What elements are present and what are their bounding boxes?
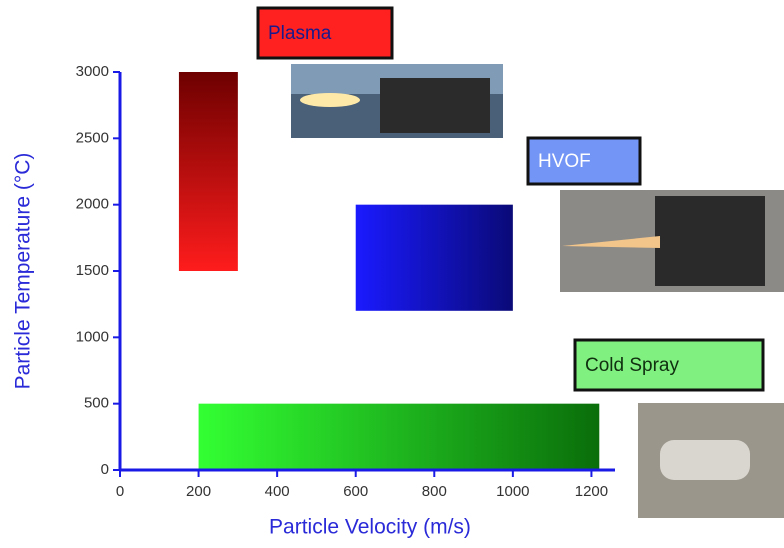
x-tick-label: 1000 (496, 483, 529, 500)
y-tick-label: 2000 (76, 196, 109, 213)
hvof-gun (655, 196, 765, 286)
plasma-flame (300, 93, 360, 107)
y-tick-label: 3000 (76, 63, 109, 80)
x-tick-label: 200 (186, 483, 211, 500)
x-tick-label: 0 (116, 483, 124, 500)
plasma-gun (380, 78, 490, 133)
x-tick-label: 400 (265, 483, 290, 500)
region (356, 205, 513, 311)
y-tick-label: 0 (101, 461, 109, 478)
region (199, 404, 600, 470)
y-tick-label: 500 (84, 395, 109, 412)
region-label: HVOF (538, 151, 591, 172)
region (179, 72, 238, 271)
x-tick-label: 800 (422, 483, 447, 500)
region-label: Plasma (268, 23, 332, 44)
chart: Plasma HVOF Cold Spray 0 200 400 600 800 1000 120… (0, 0, 784, 548)
x-axis-title: Particle Velocity (m/s) (269, 516, 471, 539)
y-tick-label: 1500 (76, 262, 109, 279)
y-axis-title: Particle Temperature (°C) (12, 153, 35, 390)
x-tick-label: 1200 (575, 483, 608, 500)
cold-spray-gun (660, 440, 750, 480)
region-label: Cold Spray (585, 355, 679, 376)
y-tick-label: 2500 (76, 129, 109, 146)
y-tick-label: 1000 (76, 328, 109, 345)
x-tick-label: 600 (343, 483, 368, 500)
